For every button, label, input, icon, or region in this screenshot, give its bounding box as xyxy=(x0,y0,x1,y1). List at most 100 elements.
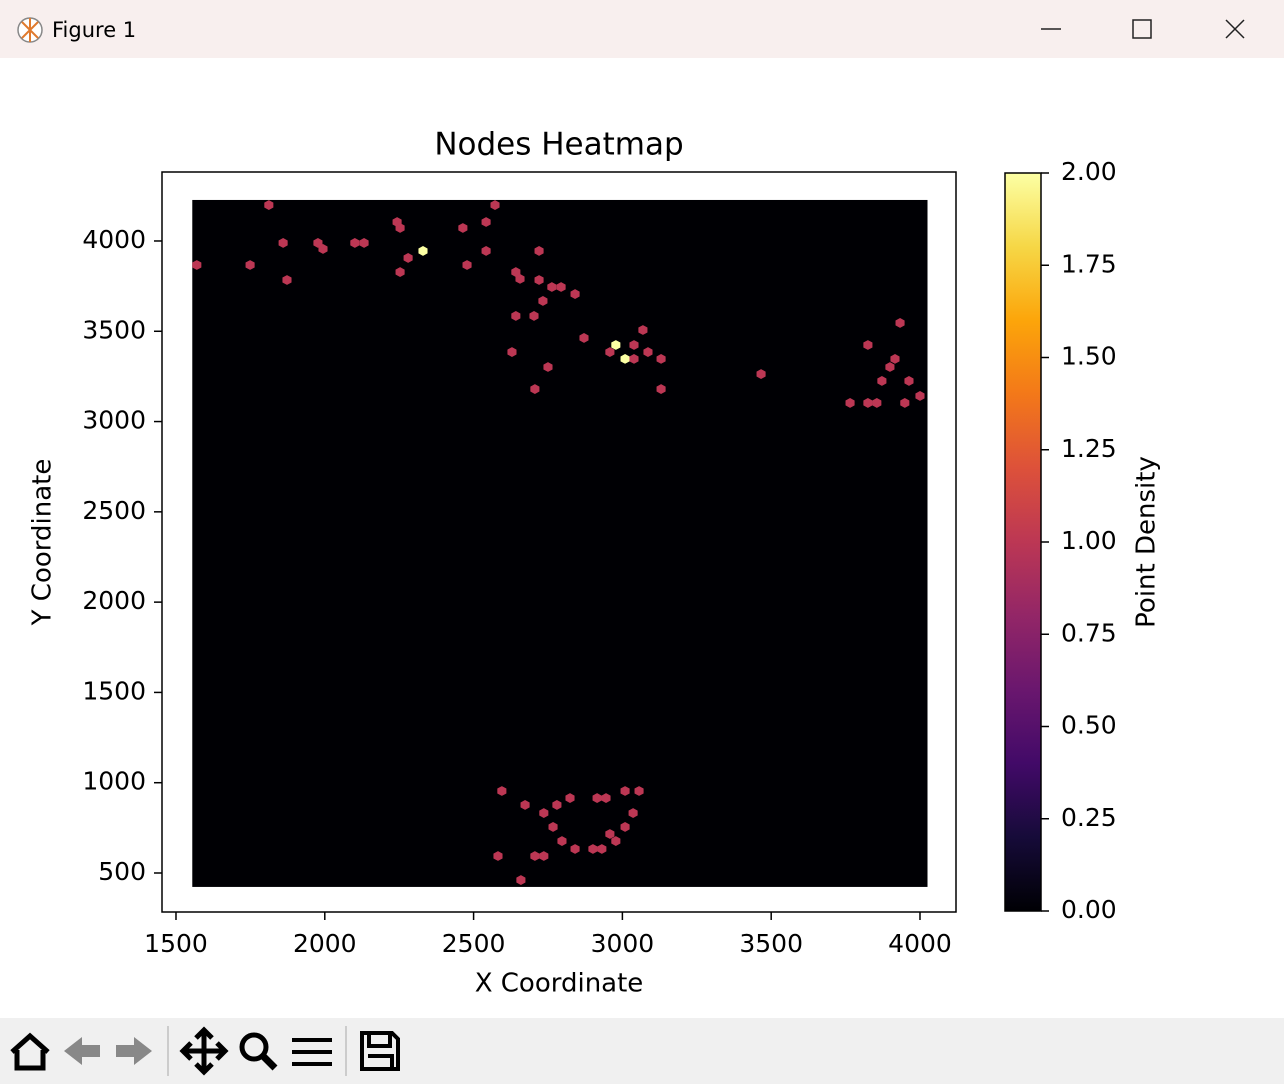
hex-cell xyxy=(904,376,914,386)
colorbar-tick-label: 0.25 xyxy=(1061,803,1117,832)
x-tick-label: 1500 xyxy=(144,929,208,958)
hex-cell xyxy=(863,340,873,350)
hex-cell xyxy=(877,376,887,386)
hex-cell xyxy=(511,311,521,321)
maximize-button[interactable] xyxy=(1132,19,1152,39)
hex-cell xyxy=(556,282,566,292)
hex-cell xyxy=(530,384,540,394)
hex-cell xyxy=(548,822,558,832)
hex-cell xyxy=(493,851,503,861)
title-bar xyxy=(0,0,1284,58)
hex-cell xyxy=(570,289,580,299)
colorbar-tick-label: 1.25 xyxy=(1061,434,1117,463)
hex-cell xyxy=(643,347,653,357)
hex-cell xyxy=(395,223,405,233)
hex-cell xyxy=(872,398,882,408)
hex-cell xyxy=(403,253,413,263)
x-tick-label: 4000 xyxy=(888,929,952,958)
colorbar xyxy=(1004,172,1042,912)
hex-cell xyxy=(515,273,525,284)
hex-cell xyxy=(605,829,615,839)
hex-background xyxy=(192,199,928,887)
hex-cell xyxy=(611,836,621,846)
app-icon-logo xyxy=(21,18,39,42)
y-tick-label: 2500 xyxy=(82,496,146,525)
pan-button[interactable] xyxy=(179,1026,229,1076)
hex-cell xyxy=(278,238,288,248)
hex-cell xyxy=(282,275,292,285)
hex-cell xyxy=(350,238,360,248)
x-tick-label: 3000 xyxy=(591,929,655,958)
back-button[interactable] xyxy=(64,1037,100,1065)
hex-cell xyxy=(570,844,580,854)
hex-cell xyxy=(620,786,630,796)
forward-button[interactable] xyxy=(116,1037,152,1065)
toolbar-icons xyxy=(10,1026,400,1076)
hex-cell xyxy=(490,200,500,210)
hex-cell xyxy=(611,340,621,350)
hex-cell xyxy=(507,347,517,357)
x-tick-label: 3500 xyxy=(739,929,803,958)
hex-cell xyxy=(534,275,544,285)
hex-cell xyxy=(395,267,405,277)
hex-cell xyxy=(313,238,323,248)
colorbar-tick-label: 1.00 xyxy=(1061,526,1117,555)
y-tick-label: 1000 xyxy=(82,767,146,796)
chart-title: Nodes Heatmap xyxy=(434,127,683,163)
hex-cell xyxy=(915,391,925,401)
hex-cell xyxy=(629,340,639,350)
hex-cell xyxy=(565,793,575,803)
hex-cell xyxy=(557,836,567,846)
hex-cell xyxy=(601,793,611,803)
hex-cell xyxy=(264,200,274,210)
hex-cell xyxy=(245,260,255,270)
hex-cell xyxy=(511,267,521,277)
hex-cell xyxy=(534,246,544,256)
y-tick-label: 1500 xyxy=(82,676,146,705)
hex-cell xyxy=(547,282,557,292)
hex-cell xyxy=(656,353,666,364)
hex-cell xyxy=(628,808,638,818)
hex-cell xyxy=(597,844,607,854)
x-tick-label: 2500 xyxy=(442,929,506,958)
hex-cell xyxy=(539,808,549,818)
hex-cell xyxy=(895,318,905,328)
hex-cell xyxy=(629,353,639,364)
hex-cell xyxy=(481,217,491,227)
y-tick-label: 3000 xyxy=(82,406,146,435)
hex-cell xyxy=(462,260,472,270)
colorbar-tick-label: 0.00 xyxy=(1061,895,1117,924)
hex-cell xyxy=(588,844,598,854)
hex-cell xyxy=(900,398,910,408)
hex-cell xyxy=(539,851,549,861)
home-button[interactable] xyxy=(10,1032,50,1071)
configure-button[interactable] xyxy=(292,1038,332,1066)
y-tick-label: 4000 xyxy=(82,225,146,254)
colorbar-label: Point Density xyxy=(1132,456,1162,628)
hex-cell xyxy=(885,362,895,372)
colorbar-tick-label: 0.50 xyxy=(1061,711,1117,740)
close-button[interactable] xyxy=(1225,19,1245,39)
hex-cell xyxy=(845,398,855,408)
hex-cell xyxy=(359,238,369,248)
hex-cell xyxy=(634,786,644,796)
hex-cell xyxy=(497,786,507,796)
hex-cell xyxy=(543,362,553,372)
hex-cell xyxy=(516,875,526,885)
colorbar-tick-label: 2.00 xyxy=(1061,157,1117,186)
y-tick-label: 3500 xyxy=(82,315,146,344)
window-title: Figure 1 xyxy=(52,18,136,42)
zoom-button[interactable] xyxy=(239,1032,269,1062)
hex-cell xyxy=(579,333,589,343)
save-button[interactable] xyxy=(360,1031,400,1071)
x-tick-label: 2000 xyxy=(293,929,357,958)
hex-cell xyxy=(638,325,648,335)
colorbar-tick-label: 0.75 xyxy=(1061,618,1117,647)
hex-cell xyxy=(656,384,666,394)
hex-cell xyxy=(620,822,630,832)
hex-cell xyxy=(418,246,428,256)
hex-cell xyxy=(620,353,630,364)
y-tick-label: 500 xyxy=(98,857,146,886)
